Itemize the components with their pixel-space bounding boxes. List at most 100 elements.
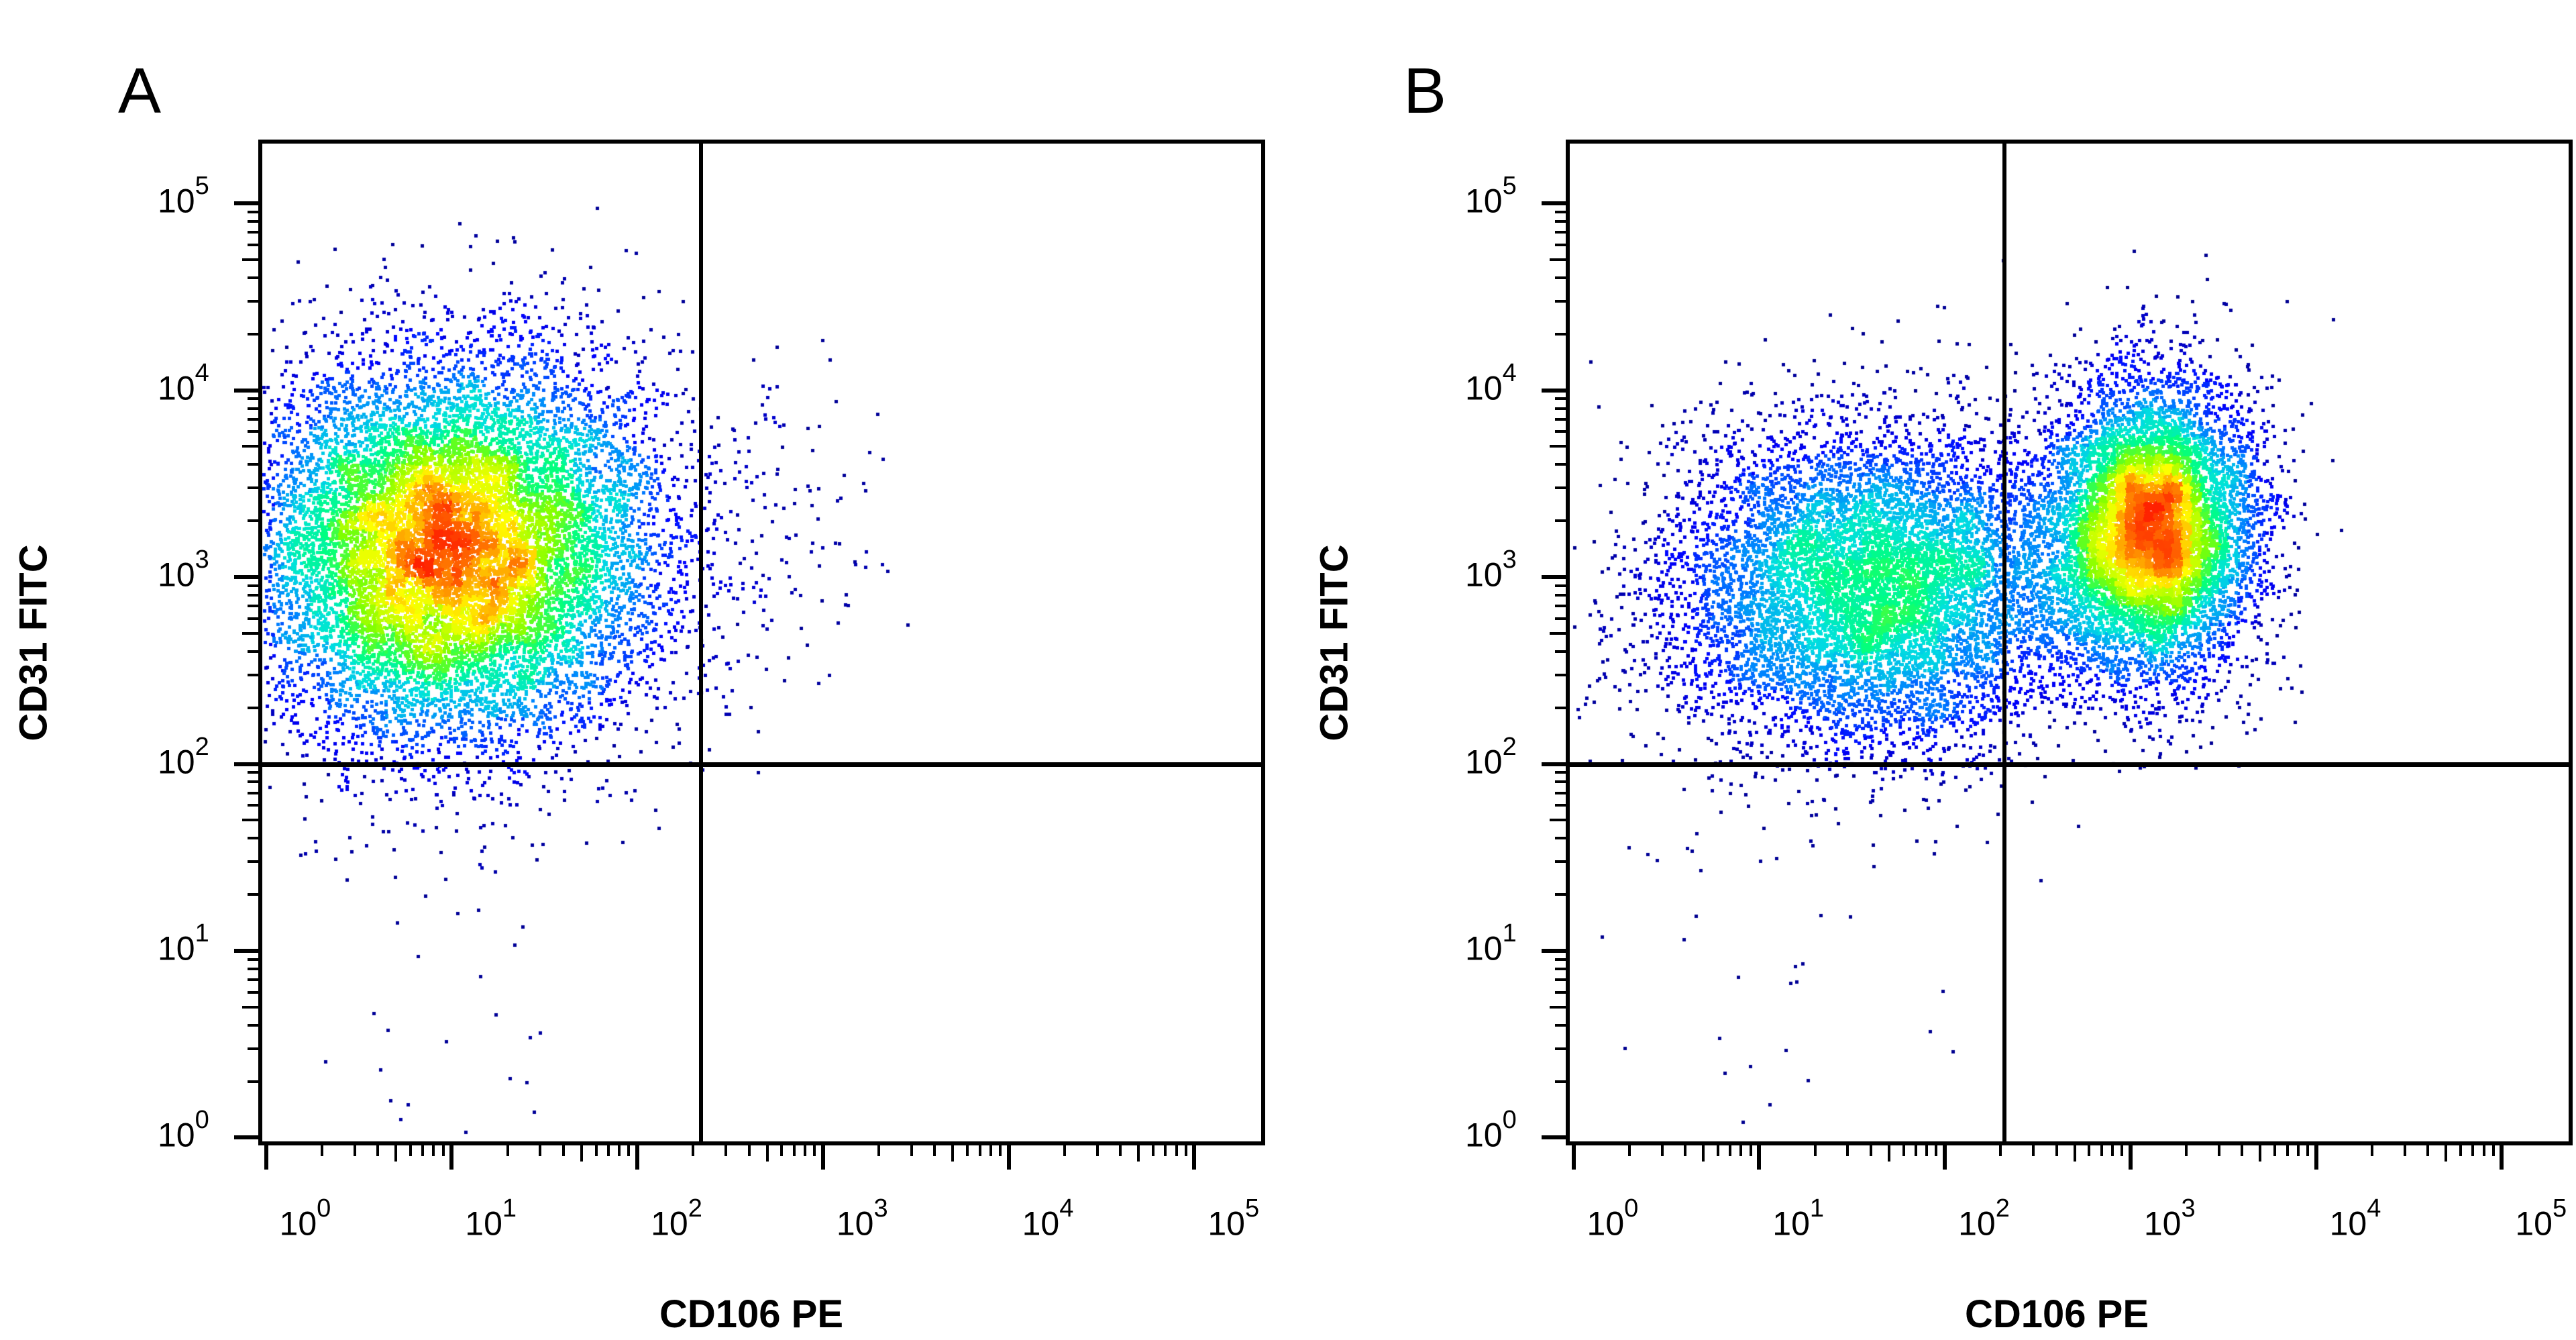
- axis-tick: [1555, 706, 1566, 709]
- axis-tick: [1555, 791, 1566, 794]
- axis-tick: [2471, 1145, 2475, 1156]
- axis-tick: [248, 804, 258, 807]
- axis-tick: [1716, 1145, 1719, 1156]
- x-tick-label: 104: [2329, 1194, 2381, 1243]
- axis-tick: [248, 791, 258, 794]
- x-tick-label: 100: [279, 1194, 331, 1243]
- axis-tick: [242, 445, 258, 448]
- axis-tick: [242, 631, 258, 635]
- axis-tick: [248, 210, 258, 213]
- axis-tick: [248, 617, 258, 620]
- axis-tick: [248, 231, 258, 234]
- axis-tick: [1542, 575, 1566, 580]
- x-tick-label: 103: [836, 1194, 888, 1243]
- axis-tick: [248, 463, 258, 466]
- axis-tick: [394, 1145, 397, 1162]
- axis-tick: [248, 706, 258, 709]
- axis-tick: [910, 1145, 913, 1156]
- x-tick-label: 105: [2515, 1194, 2567, 1243]
- quadrant-gate-horizontal: [1570, 762, 2569, 767]
- axis-tick: [248, 1080, 258, 1083]
- x-tick-label: 105: [1208, 1194, 1260, 1243]
- x-tick-label: 101: [465, 1194, 517, 1243]
- axis-tick: [1555, 978, 1566, 982]
- axis-tick: [432, 1145, 435, 1156]
- axis-tick: [877, 1145, 881, 1156]
- axis-tick: [1550, 819, 1566, 822]
- axis-tick: [1555, 860, 1566, 864]
- axis-tick: [1555, 417, 1566, 421]
- axis-tick: [561, 1145, 565, 1156]
- axis-tick: [248, 967, 258, 970]
- axis-tick: [248, 650, 258, 653]
- axis-tick: [1869, 1145, 1872, 1156]
- axis-tick: [594, 1145, 598, 1156]
- x-tick-label: 102: [651, 1194, 702, 1243]
- axis-tick: [234, 1135, 258, 1140]
- axis-tick: [248, 299, 258, 303]
- panel-label: B: [1403, 55, 1447, 127]
- axis-tick: [1555, 332, 1566, 336]
- axis-tick: [449, 1145, 454, 1170]
- axis-tick: [2241, 1145, 2244, 1156]
- axis-tick: [248, 332, 258, 336]
- axis-tick: [234, 948, 258, 953]
- x-tick-label: 101: [1772, 1194, 1825, 1243]
- quadrant-gate-horizontal: [262, 762, 1261, 767]
- axis-tick: [1555, 967, 1566, 970]
- axis-tick: [966, 1145, 969, 1156]
- axis-tick: [1555, 673, 1566, 676]
- plot-area: [1566, 140, 2573, 1145]
- axis-tick: [264, 1145, 268, 1170]
- axis-tick: [1555, 210, 1566, 213]
- axis-tick: [1757, 1145, 1762, 1170]
- axis-tick: [635, 1145, 640, 1170]
- axis-tick: [248, 486, 258, 490]
- axis-tick: [1542, 762, 1566, 766]
- axis-tick: [248, 243, 258, 246]
- axis-tick: [1943, 1145, 1947, 1170]
- axis-tick: [242, 819, 258, 822]
- axis-tick: [248, 605, 258, 608]
- axis-tick: [1555, 771, 1566, 774]
- axis-tick: [2445, 1145, 2448, 1162]
- axis-tick: [1749, 1145, 1752, 1156]
- axis-tick: [1660, 1145, 1664, 1156]
- axis-tick: [951, 1145, 955, 1162]
- x-tick-label: 102: [1958, 1194, 2010, 1243]
- axis-tick: [1006, 1145, 1011, 1170]
- axis-tick: [2111, 1145, 2114, 1156]
- axis-tick: [248, 584, 258, 587]
- axis-tick: [1555, 780, 1566, 784]
- axis-tick: [248, 978, 258, 982]
- axis-tick: [1571, 1145, 1576, 1170]
- y-tick-label: 103: [1465, 546, 1517, 594]
- density-scatter: [262, 144, 1261, 1141]
- axis-tick: [248, 220, 258, 223]
- axis-tick: [2370, 1145, 2373, 1156]
- axis-tick: [1555, 584, 1566, 587]
- axis-tick: [248, 860, 258, 864]
- axis-tick: [234, 575, 258, 580]
- axis-tick: [1555, 519, 1566, 523]
- axis-tick: [1164, 1145, 1167, 1156]
- axis-tick: [1555, 1047, 1566, 1050]
- axis-tick: [2459, 1145, 2462, 1156]
- axis-tick: [607, 1145, 610, 1156]
- axis-tick: [1729, 1145, 1732, 1156]
- axis-tick: [248, 1047, 258, 1050]
- axis-tick: [248, 276, 258, 279]
- axis-tick: [978, 1145, 981, 1156]
- axis-tick: [1550, 445, 1566, 448]
- axis-tick: [1555, 837, 1566, 840]
- axis-tick: [1999, 1145, 2002, 1156]
- x-tick-label: 104: [1022, 1194, 1074, 1243]
- axis-tick: [1184, 1145, 1187, 1156]
- axis-tick: [1555, 407, 1566, 410]
- x-axis-title: CD106 PE: [659, 1292, 844, 1336]
- axis-tick: [1555, 1023, 1566, 1027]
- axis-tick: [1555, 594, 1566, 597]
- y-tick-label: 102: [1465, 732, 1517, 781]
- axis-tick: [248, 407, 258, 410]
- axis-tick: [2259, 1145, 2262, 1162]
